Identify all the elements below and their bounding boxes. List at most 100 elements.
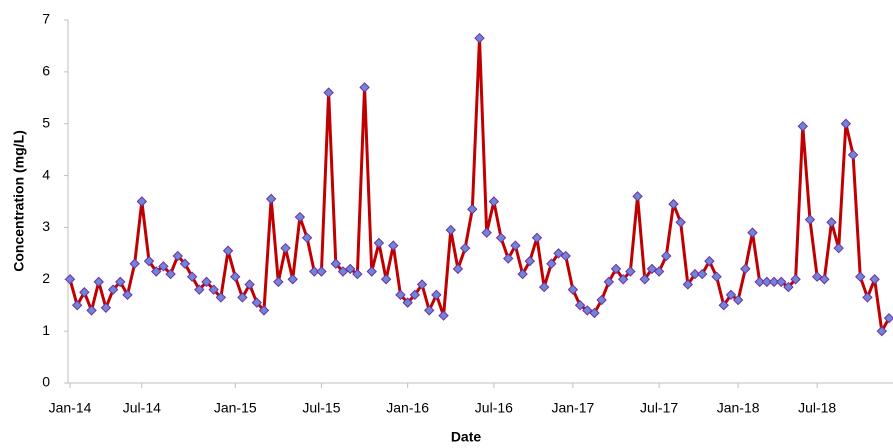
marker (625, 266, 636, 277)
x-tick-label: Jan-17 (551, 400, 594, 416)
marker (151, 266, 162, 277)
marker (754, 276, 765, 288)
marker (826, 217, 837, 228)
marker (574, 300, 586, 311)
x-tick-label: Jan-14 (49, 400, 92, 416)
marker (208, 284, 219, 295)
marker (452, 263, 464, 275)
y-tick-label: 7 (42, 11, 50, 27)
x-tick-label: Jan-15 (214, 400, 257, 416)
marker (697, 268, 708, 280)
marker (280, 242, 291, 254)
x-axis-title: Date (451, 429, 482, 445)
marker (301, 232, 313, 244)
marker (424, 305, 435, 316)
marker (416, 279, 428, 290)
x-tick-label: Jan-16 (386, 400, 429, 416)
marker (64, 274, 76, 285)
marker (855, 271, 866, 282)
y-tick-label: 2 (42, 270, 50, 286)
y-tick-label: 5 (42, 114, 50, 130)
x-tick-label: Jul-18 (798, 400, 836, 416)
marker (582, 305, 593, 316)
marker (589, 307, 600, 319)
marker (711, 271, 722, 282)
marker (653, 266, 665, 277)
marker (488, 196, 500, 207)
marker (186, 271, 198, 282)
marker (862, 292, 873, 303)
marker (768, 276, 780, 288)
marker (689, 268, 701, 280)
marker (79, 287, 90, 298)
marker (244, 279, 255, 290)
marker (596, 294, 607, 306)
marker (467, 204, 478, 215)
marker (201, 276, 212, 288)
marker (323, 87, 334, 98)
marker (373, 237, 385, 249)
marker (294, 211, 306, 223)
marker (603, 276, 615, 288)
marker (732, 294, 744, 306)
marker (675, 217, 686, 228)
marker (704, 255, 715, 267)
marker (71, 300, 83, 311)
marker (740, 263, 751, 275)
marker (388, 240, 399, 251)
marker (639, 274, 650, 285)
marker (230, 271, 241, 282)
marker (237, 292, 248, 303)
marker (876, 325, 888, 337)
marker (783, 281, 794, 293)
marker (402, 297, 413, 308)
marker (883, 312, 893, 324)
marker (215, 292, 227, 303)
marker (316, 266, 327, 277)
marker (93, 276, 104, 288)
marker (251, 297, 262, 308)
marker (646, 263, 658, 275)
marker (776, 276, 787, 288)
marker (840, 118, 852, 129)
marker (86, 305, 97, 316)
marker (725, 289, 737, 301)
marker (438, 310, 449, 321)
marker (632, 191, 643, 202)
marker (359, 82, 370, 93)
marker (445, 224, 456, 236)
line (68, 36, 891, 333)
marker (531, 232, 543, 244)
y-axis-title: Concentration (mg/L) (11, 130, 27, 272)
marker (459, 242, 471, 254)
marker (474, 32, 485, 44)
x-tick-label: Jul-15 (302, 400, 340, 416)
marker (258, 305, 270, 316)
marker (668, 198, 679, 210)
marker (517, 268, 528, 280)
marker (567, 284, 579, 295)
marker (797, 121, 808, 132)
marker (273, 276, 284, 288)
marker (366, 266, 377, 277)
marker (100, 302, 112, 314)
y-tick-label: 6 (42, 63, 50, 79)
marker (524, 255, 535, 267)
y-tick-label: 4 (42, 166, 50, 182)
marker (661, 250, 672, 262)
marker (287, 274, 298, 285)
marker (107, 284, 119, 295)
marker (804, 214, 816, 225)
y-tick-label: 3 (42, 218, 50, 234)
marker (538, 281, 550, 293)
y-tick-label: 1 (42, 322, 50, 338)
marker (847, 149, 859, 161)
marker (222, 245, 234, 256)
marker (790, 274, 801, 285)
marker (409, 289, 421, 301)
marker (194, 284, 205, 295)
marker (380, 274, 392, 285)
marker (143, 255, 155, 267)
marker (165, 268, 176, 280)
